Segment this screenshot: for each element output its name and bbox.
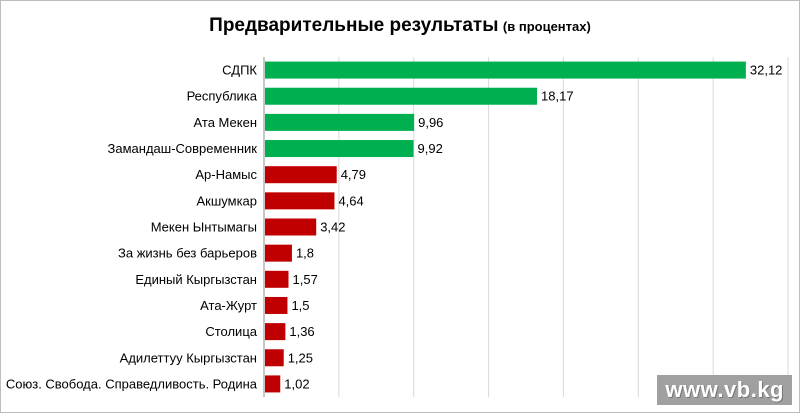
category-label: Акшумкар (196, 193, 257, 208)
value-label: 9,92 (418, 141, 443, 156)
category-label: Единый Кыргызстан (135, 272, 257, 287)
value-label: 1,57 (293, 272, 318, 287)
bar (265, 192, 335, 210)
chart-title-main: Предварительные результаты (209, 15, 499, 36)
value-label: 1,02 (284, 376, 309, 391)
bar (265, 87, 538, 105)
bar (265, 61, 746, 79)
value-label: 1,8 (296, 246, 314, 261)
value-label: 32,12 (750, 63, 783, 78)
category-label: Столица (205, 324, 257, 339)
category-label: Ар-Намыс (195, 167, 257, 182)
value-label: 3,42 (320, 220, 345, 235)
bar (265, 218, 317, 236)
category-label: Ата-Журт (200, 298, 257, 313)
value-label: 9,96 (418, 115, 443, 130)
bar (265, 244, 292, 262)
bar (265, 113, 415, 131)
watermark: www.vb.kg (657, 375, 792, 405)
category-label: Замандаш-Современник (108, 141, 258, 156)
category-label: Ата Мекен (194, 115, 257, 130)
chart-title: Предварительные результаты (в процентах) (0, 15, 800, 37)
value-label: 1,36 (289, 324, 314, 339)
value-label: 18,17 (541, 89, 574, 104)
value-label: 4,79 (341, 167, 366, 182)
category-label: Республика (187, 89, 258, 104)
category-label: Союз. Свобода. Справедливость. Родина (6, 376, 258, 391)
category-label: Мекен Ынтымагы (151, 220, 257, 235)
category-label: За жизнь без барьеров (118, 246, 257, 261)
chart-title-subtitle: (в процентах) (502, 19, 591, 34)
category-label: Адилеттуу Кыргызстан (120, 350, 257, 365)
bar (265, 166, 337, 184)
bar (265, 349, 284, 367)
bar (265, 140, 414, 158)
category-label: СДПК (222, 63, 257, 78)
bar (265, 375, 281, 393)
bar (265, 270, 289, 288)
bar (265, 323, 286, 341)
bar (265, 296, 288, 314)
value-label: 4,64 (338, 193, 363, 208)
value-label: 1,25 (288, 350, 313, 365)
value-label: 1,5 (291, 298, 309, 313)
